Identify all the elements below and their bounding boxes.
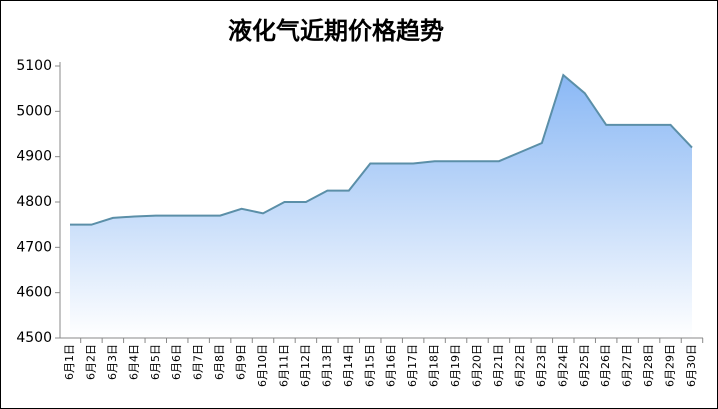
x-tick-label: 6月25日 [578, 344, 591, 387]
x-tick-label: 6月29日 [664, 344, 677, 387]
y-tick-label: 4900 [16, 149, 52, 165]
x-tick-label: 6月12日 [299, 344, 312, 387]
x-tick-label: 6月4日 [127, 344, 140, 380]
x-tick-label: 6月2日 [84, 344, 97, 380]
x-tick-label: 6月18日 [428, 344, 441, 387]
x-tick-label: 6月5日 [149, 344, 162, 380]
y-tick-label: 4600 [16, 285, 52, 301]
x-tick-label: 6月30日 [685, 344, 698, 387]
x-tick-label: 6月24日 [556, 344, 569, 387]
x-tick-label: 6月1日 [63, 344, 76, 380]
x-tick-label: 6月19日 [449, 344, 462, 387]
y-tick-label: 4700 [16, 239, 52, 255]
x-tick-label: 6月9日 [235, 344, 248, 380]
y-tick-label: 4500 [16, 330, 52, 346]
x-tick-label: 6月22日 [513, 344, 526, 387]
x-tick-label: 6月11日 [277, 344, 290, 387]
x-tick-label: 6月6日 [170, 344, 183, 380]
x-tick-label: 6月15日 [363, 344, 376, 387]
y-tick-label: 4800 [16, 194, 52, 210]
line [70, 73, 693, 226]
x-tick-label: 6月20日 [471, 344, 484, 387]
x-tick-label: 6月14日 [342, 344, 355, 387]
area-fill [70, 75, 692, 339]
x-tick-label: 6月13日 [320, 344, 333, 387]
x-tick-label: 6月7日 [192, 344, 205, 380]
x-tick-label: 6月10日 [256, 344, 269, 387]
x-tick-label: 6月27日 [621, 344, 634, 387]
x-tick-label: 6月3日 [106, 344, 119, 380]
y-tick-label: 5000 [16, 103, 52, 119]
chart-title: 液化气近期价格趋势 [228, 17, 444, 45]
x-tick-label: 6月26日 [599, 344, 612, 387]
y-tick-label: 5100 [16, 58, 52, 74]
x-tick-label: 6月28日 [642, 344, 655, 387]
x-tick-label: 6月16日 [385, 344, 398, 387]
x-tick-label: 6月23日 [535, 344, 548, 387]
x-tick-label: 6月17日 [406, 344, 419, 387]
x-tick-label: 6月21日 [492, 344, 505, 387]
x-tick-label: 6月8日 [213, 344, 226, 380]
